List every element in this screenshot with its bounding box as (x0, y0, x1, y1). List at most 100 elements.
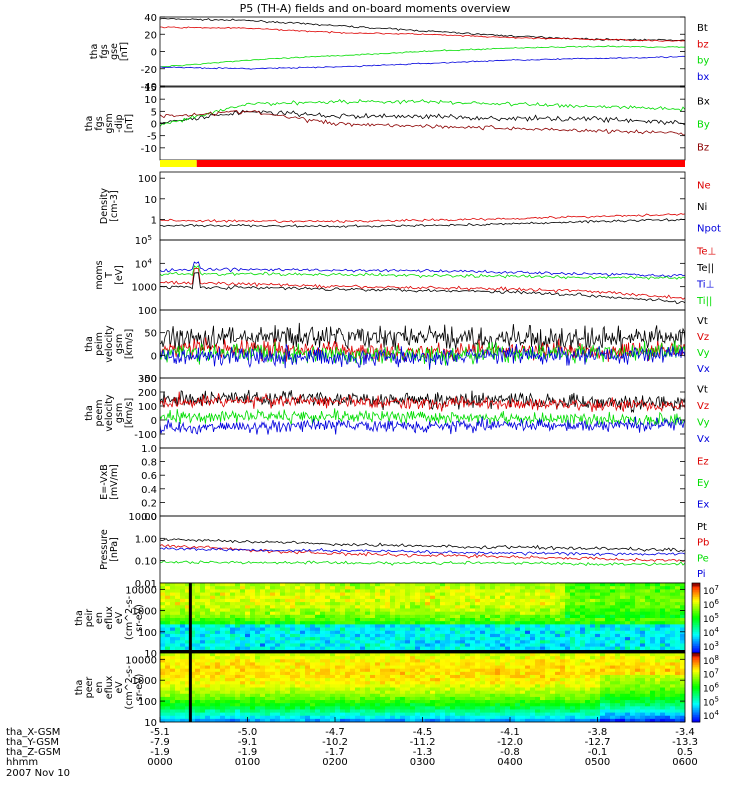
y-axis-label: tha (84, 336, 95, 352)
y-axis-label: tha (74, 680, 85, 696)
colorbar (691, 652, 701, 723)
y-tick-label: 1.00 (135, 534, 157, 545)
y-tick-label: 10000 (125, 655, 157, 666)
y-axis-label: fgs (94, 116, 105, 130)
ephemeris-value: -1.3 (413, 747, 433, 758)
y-tick-label: 10.00 (128, 512, 157, 523)
legend-label: By (697, 120, 710, 131)
y-tick-label: 1000 (132, 676, 157, 687)
legend-label: Ni (697, 202, 707, 213)
colorbar-tick: 106 (703, 598, 719, 611)
colorbar-tick: 106 (703, 682, 719, 695)
colorbar-tick: 103 (703, 640, 719, 653)
y-axis-label: [km/s] (124, 398, 135, 428)
y-axis-label: [nPa] (109, 537, 120, 562)
legend-label: Vt (697, 316, 708, 327)
legend-label: Vz (697, 401, 709, 412)
colorbar-tick: 105 (703, 695, 719, 708)
ephemeris-value: -13.3 (672, 737, 698, 748)
ephemeris-value: -3.4 (675, 727, 695, 738)
ephemeris-value: -7.9 (150, 737, 170, 748)
y-axis-label: fgs (99, 44, 110, 58)
y-tick-label: 0 (151, 48, 157, 59)
legend-label: Bt (697, 23, 708, 34)
y-axis-label: en (94, 682, 105, 694)
ephemeris-value: -0.8 (500, 747, 520, 758)
y-tick-label: 0.2 (141, 498, 157, 509)
y-axis-label: sr-eV) (134, 604, 145, 632)
spectrogram (160, 583, 685, 653)
legend-label: bx (697, 72, 709, 83)
panel-1 (159, 16, 686, 87)
y-tick-label: 1.0 (141, 444, 157, 455)
y-tick-label: 200 (138, 388, 157, 399)
series-line-Te (160, 272, 685, 305)
y-tick-label: 100 (138, 402, 157, 413)
series-line-Vt (160, 322, 685, 356)
y-axis-label: [eV] (114, 265, 125, 285)
legend-label: Ez (697, 457, 709, 468)
legend-label: Te⊥ (696, 246, 716, 257)
series-line-bx (160, 55, 685, 70)
y-tick-label: 0 (151, 120, 157, 131)
y-tick-label: 15 (144, 83, 157, 94)
legend-label: Vy (697, 417, 710, 428)
y-tick-label: -20 (141, 65, 157, 76)
ephemeris-value: -11.2 (410, 737, 436, 748)
panel-frame (159, 309, 686, 379)
y-axis-label: (cm^2-s- (124, 666, 135, 710)
ephemeris-value: 0.5 (677, 747, 693, 758)
ephemeris-value: -10.2 (322, 737, 348, 748)
y-tick-label: 105 (135, 234, 152, 247)
ephemeris-value: -9.1 (238, 737, 258, 748)
y-tick-label: -100 (134, 430, 157, 441)
legend-label: Npot (697, 223, 721, 234)
x-tick-label: 0100 (235, 757, 260, 768)
y-tick-label: 1000 (132, 283, 157, 294)
y-axis-label: (cm^2-s- (124, 596, 135, 640)
panel-frame (159, 171, 686, 241)
y-axis-label: [cm-3] (109, 190, 120, 221)
series-line-Vz (160, 391, 685, 413)
legend-label: Bx (697, 97, 710, 108)
ephemeris-value: -4.7 (325, 727, 345, 738)
series-line-Bt (160, 17, 685, 42)
series-line-Vy (160, 408, 685, 428)
ephemeris-value: -12.0 (497, 737, 523, 748)
ephemeris-value: -0.1 (588, 747, 608, 758)
legend-label: Bz (697, 143, 709, 154)
series-line-By (160, 98, 685, 127)
colorbar-tick: 104 (703, 709, 719, 722)
x-tick-label: 0300 (410, 757, 435, 768)
y-tick-label: 10 (144, 95, 157, 106)
y-axis-label: peer (84, 677, 95, 699)
legend-label: Pt (697, 522, 707, 533)
colorbar-tick: 108 (703, 654, 719, 667)
y-tick-label: 0.0 (141, 512, 157, 523)
legend-label: Pe (697, 553, 709, 564)
series-line-Pi (160, 546, 685, 557)
y-axis-label: moms (94, 260, 105, 289)
legend-label: Ti⊥ (696, 279, 714, 290)
y-axis-label: T (104, 272, 115, 279)
series-line-Bz (160, 110, 685, 136)
legend-label: Pi (697, 569, 706, 580)
y-axis-label: eflux (104, 675, 115, 699)
y-axis-label: [mV/m] (109, 464, 120, 500)
series-line-Bx (160, 109, 685, 126)
y-tick-label: 104 (135, 257, 153, 270)
panel-3 (160, 160, 685, 167)
panel-7 (159, 377, 686, 449)
ephemeris-value: -1.9 (150, 747, 170, 758)
y-axis-label: -dip (114, 114, 125, 132)
series-line-Ti (160, 264, 685, 280)
y-tick-label: 0 (151, 351, 157, 362)
y-tick-label: 0.4 (141, 485, 157, 496)
panel-frame (159, 86, 686, 161)
y-tick-label: 10 (144, 195, 157, 206)
ephemeris-value: -12.7 (585, 737, 611, 748)
ephemeris-row-label: hhmm (6, 757, 38, 768)
y-tick-label: 100 (138, 697, 157, 708)
y-axis-label: velocity (104, 325, 115, 363)
